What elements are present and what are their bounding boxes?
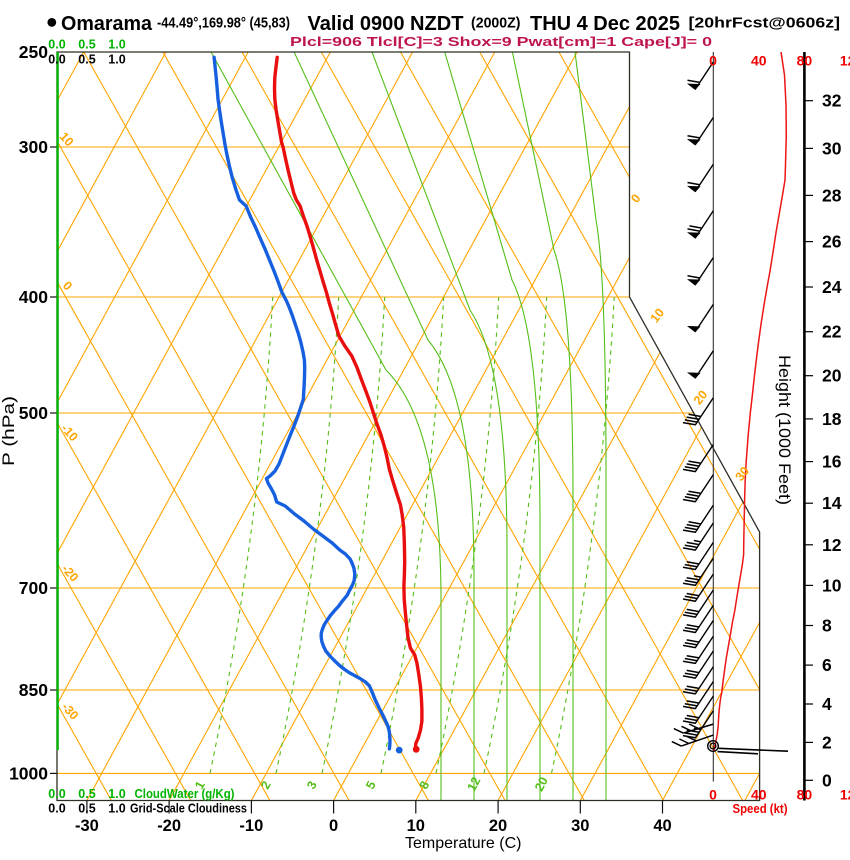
svg-text:0.5: 0.5 [78, 802, 95, 816]
svg-text:0: 0 [628, 191, 643, 205]
svg-text:8: 8 [822, 616, 832, 636]
svg-text:18: 18 [822, 409, 842, 429]
svg-text:30: 30 [571, 817, 589, 835]
svg-text:Plcl=906 Tlcl[C]=3 Shox=9 Pwat: Plcl=906 Tlcl[C]=3 Shox=9 Pwat[cm]=1 Cap… [290, 35, 712, 49]
svg-text:[20hrFcst@0606z]: [20hrFcst@0606z] [689, 16, 841, 32]
svg-text:0.5: 0.5 [78, 38, 95, 52]
svg-text:12: 12 [822, 535, 842, 555]
svg-text:80: 80 [797, 53, 813, 69]
svg-text:8: 8 [417, 779, 433, 792]
svg-text:0.5: 0.5 [78, 787, 95, 801]
svg-text:1.0: 1.0 [108, 53, 125, 67]
svg-text:4: 4 [822, 694, 832, 714]
svg-text:20: 20 [691, 388, 711, 408]
svg-text:(2000Z): (2000Z) [471, 16, 521, 32]
svg-text:250: 250 [19, 42, 48, 62]
svg-text:1000: 1000 [9, 763, 48, 783]
svg-text:32: 32 [822, 91, 842, 111]
svg-text:0: 0 [709, 787, 717, 803]
svg-text:26: 26 [822, 232, 842, 252]
svg-text:5: 5 [363, 779, 379, 792]
svg-text:40: 40 [653, 817, 671, 835]
svg-text:30: 30 [822, 138, 842, 158]
svg-text:Valid 0900 NZDT: Valid 0900 NZDT [308, 12, 464, 35]
svg-text:24: 24 [822, 277, 842, 297]
svg-text:-20: -20 [59, 562, 82, 585]
svg-text:2: 2 [258, 779, 274, 792]
svg-text:-10: -10 [58, 421, 81, 444]
svg-text:20: 20 [532, 775, 551, 794]
svg-text:500: 500 [19, 403, 48, 423]
svg-text:-30: -30 [59, 700, 82, 723]
svg-text:10: 10 [648, 306, 668, 326]
svg-text:0: 0 [329, 817, 338, 835]
svg-text:0.0: 0.0 [48, 38, 65, 52]
svg-text:Speed (kt): Speed (kt) [733, 801, 788, 816]
svg-text:Grid-Scale Cloudiness: Grid-Scale Cloudiness [130, 801, 247, 816]
svg-text:400: 400 [19, 287, 48, 307]
svg-text:-30: -30 [75, 817, 99, 835]
svg-text:0.5: 0.5 [78, 53, 95, 67]
svg-text:Temperature (C): Temperature (C) [405, 835, 521, 852]
svg-text:22: 22 [822, 322, 842, 342]
svg-text:0: 0 [709, 53, 717, 69]
svg-text:700: 700 [19, 578, 48, 598]
svg-text:14: 14 [822, 493, 842, 513]
svg-text:28: 28 [822, 185, 842, 205]
svg-text:6: 6 [822, 655, 832, 675]
svg-text:20: 20 [489, 817, 507, 835]
svg-text:16: 16 [822, 452, 842, 472]
svg-text:3: 3 [304, 779, 320, 792]
svg-text:850: 850 [19, 680, 48, 700]
svg-text:-10: -10 [239, 817, 263, 835]
svg-text:-20: -20 [157, 817, 181, 835]
svg-text:10: 10 [822, 575, 842, 595]
svg-text:300: 300 [19, 137, 48, 157]
svg-text:120: 120 [840, 53, 850, 69]
svg-text:0: 0 [822, 770, 832, 790]
svg-text:1.0: 1.0 [108, 802, 125, 816]
svg-text:12: 12 [465, 775, 484, 794]
svg-text:0.0: 0.0 [48, 802, 65, 816]
svg-text:0.0: 0.0 [48, 53, 65, 67]
svg-text:120: 120 [840, 787, 850, 803]
svg-text:20: 20 [822, 366, 842, 386]
svg-text:CloudWater (g/Kg): CloudWater (g/Kg) [135, 786, 235, 801]
svg-text:10: 10 [407, 817, 425, 835]
svg-text:-44.49°,169.98° (45,83): -44.49°,169.98° (45,83) [157, 16, 290, 32]
svg-text:80: 80 [797, 787, 813, 803]
svg-text:THU 4 Dec 2025: THU 4 Dec 2025 [530, 12, 680, 35]
svg-text:40: 40 [751, 787, 767, 803]
svg-text:1.0: 1.0 [108, 38, 125, 52]
svg-text:0.0: 0.0 [48, 787, 65, 801]
svg-text:40: 40 [751, 53, 767, 69]
svg-text:P (hPa): P (hPa) [0, 396, 18, 466]
svg-text:2: 2 [822, 732, 832, 752]
svg-text:Height (1000 Feet): Height (1000 Feet) [775, 355, 793, 505]
svg-text:30: 30 [733, 464, 753, 484]
svg-text:1.0: 1.0 [108, 787, 125, 801]
svg-text:Omarama: Omarama [61, 12, 153, 35]
